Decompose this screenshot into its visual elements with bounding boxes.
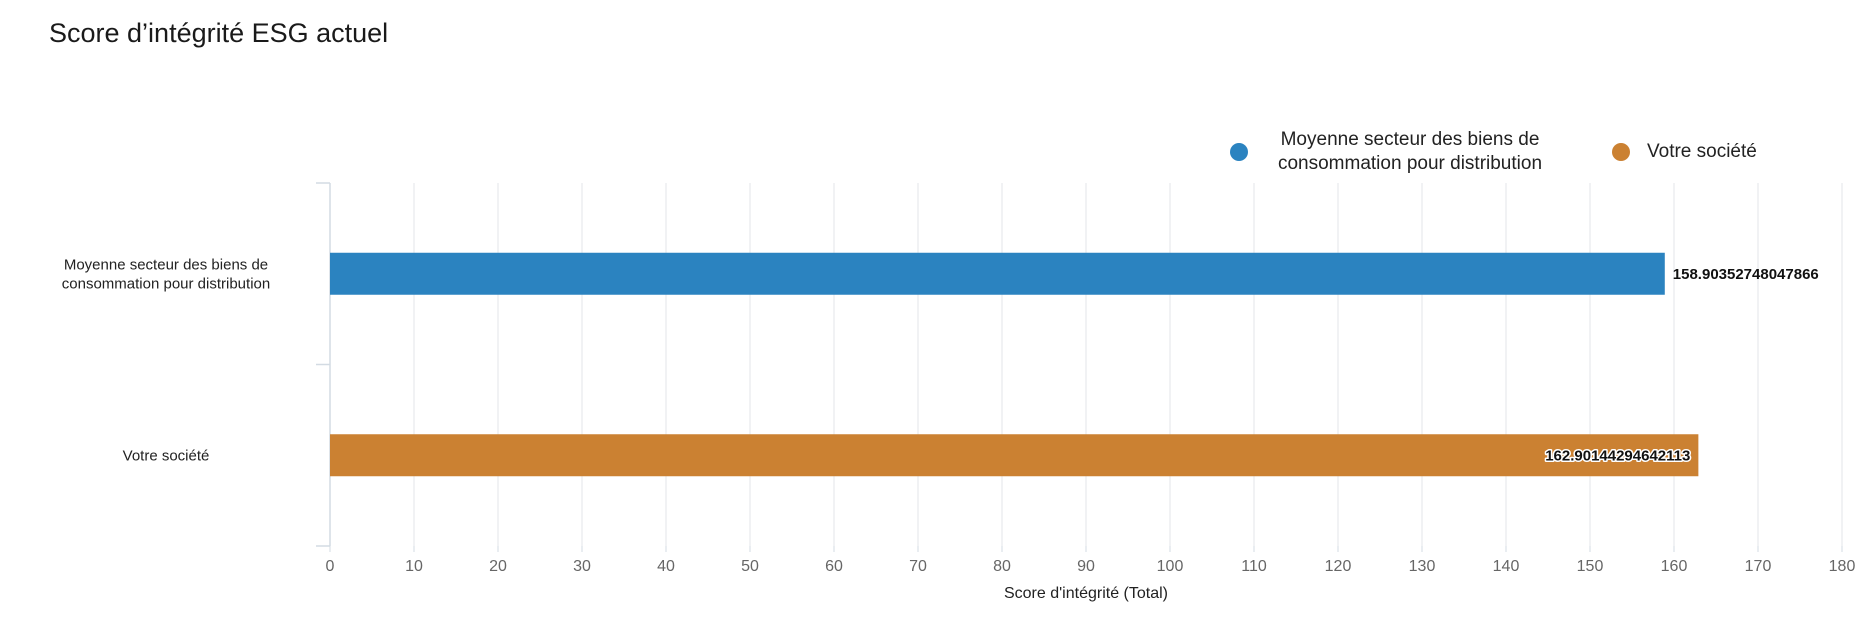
x-tick-label: 110: [1241, 558, 1267, 575]
x-tick-label: 20: [489, 558, 507, 575]
legend-label-industry-average: Moyenne secteur des biens de consommatio…: [1277, 129, 1543, 174]
x-tick-label: 10: [405, 558, 423, 575]
x-tick-label: 0: [326, 558, 335, 575]
x-tick-label: 80: [993, 558, 1011, 575]
data-label: 158.90352748047866: [1673, 266, 1819, 283]
legend: Moyenne secteur des biens de consommatio…: [1230, 128, 1757, 176]
x-tick-label: 40: [657, 558, 675, 575]
legend-marker-industry-average: [1230, 143, 1248, 161]
category-label: Moyenne secteur des biens de: [64, 256, 268, 273]
x-axis-title: Score d'intégrité (Total): [1004, 585, 1168, 602]
data-label: 162.90144294642113: [1545, 447, 1690, 464]
x-tick-label: 100: [1157, 558, 1184, 575]
legend-item-industry-average[interactable]: Moyenne secteur des biens de consommatio…: [1230, 128, 1560, 176]
bar[interactable]: [330, 252, 1665, 295]
x-tick-label: 150: [1577, 558, 1604, 575]
x-tick-label: 30: [573, 558, 591, 575]
legend-item-your-company[interactable]: Votre société: [1612, 140, 1757, 164]
x-tick-label: 180: [1829, 558, 1856, 575]
x-tick-label: 60: [825, 558, 843, 575]
bar[interactable]: [330, 434, 1699, 477]
x-tick-label: 140: [1493, 558, 1520, 575]
category-label: consommation pour distribution: [62, 275, 270, 292]
category-label: Votre société: [123, 447, 210, 464]
x-tick-label: 90: [1077, 558, 1095, 575]
x-tick-label: 170: [1745, 558, 1772, 575]
x-tick-label: 120: [1325, 558, 1352, 575]
legend-label-your-company: Votre société: [1647, 141, 1757, 162]
x-tick-label: 160: [1661, 558, 1688, 575]
legend-marker-your-company: [1612, 143, 1630, 161]
x-tick-label: 50: [741, 558, 759, 575]
x-tick-label: 70: [909, 558, 927, 575]
chart-title: Score d’intégrité ESG actuel: [49, 18, 389, 48]
x-tick-label: 130: [1409, 558, 1436, 575]
